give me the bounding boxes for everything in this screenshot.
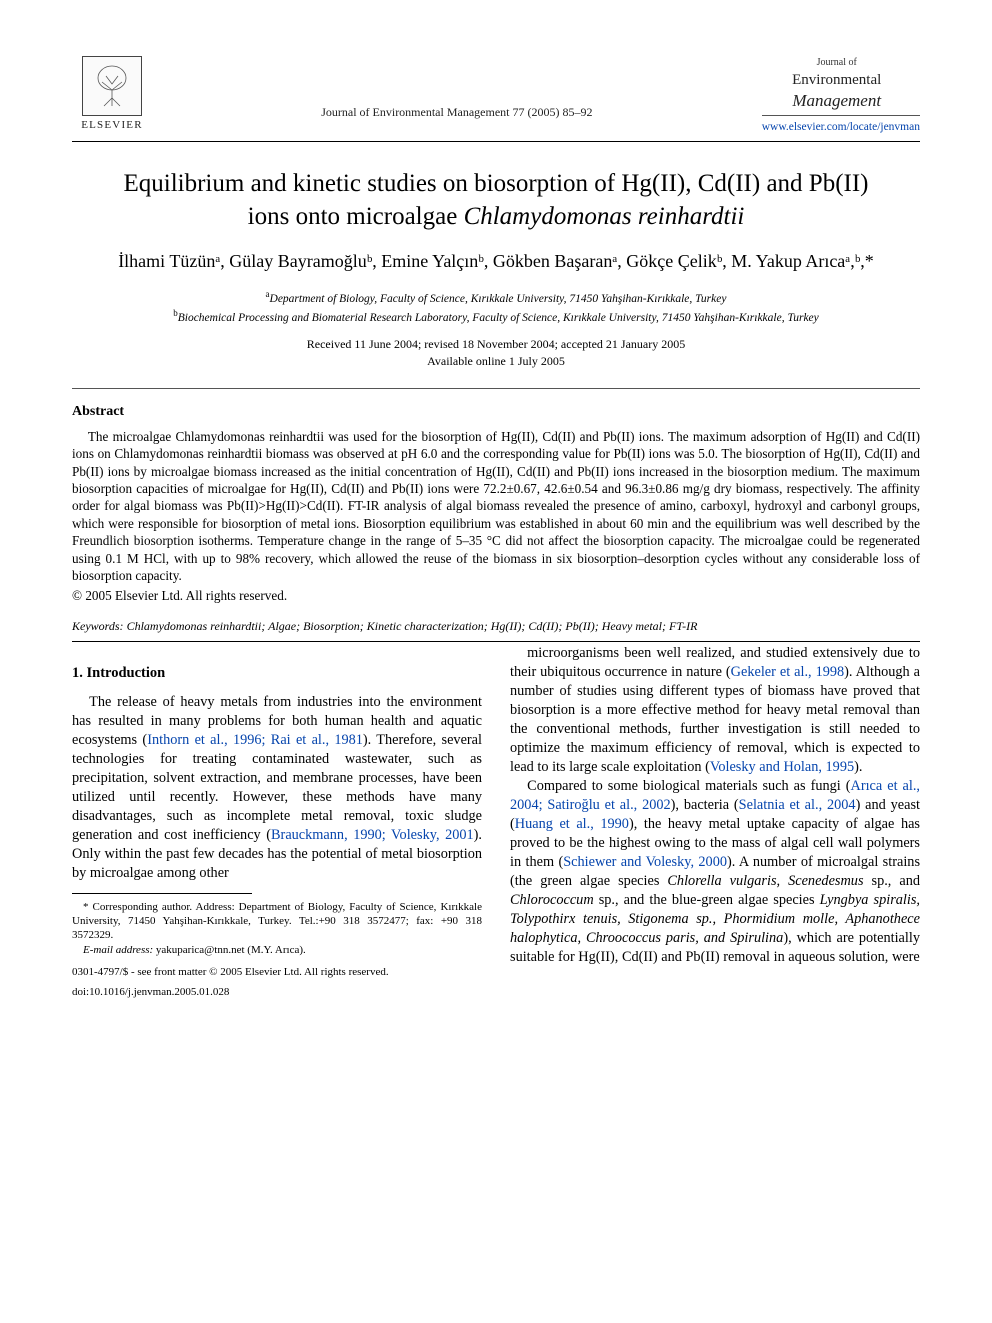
- journal-badge: Journal of Environmental Management: [762, 56, 912, 113]
- journal-line2: Environmental: [762, 70, 912, 90]
- author-list: İlhami Tüzünᵃ, Gülay Bayramoğluᵇ, Emine …: [112, 249, 880, 274]
- journal-badge-wrap: Journal of Environmental Management www.…: [762, 56, 920, 135]
- issn-line: 0301-4797/$ - see front matter © 2005 El…: [72, 965, 482, 979]
- affiliation-a: aDepartment of Biology, Faculty of Scien…: [102, 288, 890, 307]
- ref-selatnia[interactable]: Selatnia et al., 2004: [739, 797, 856, 813]
- journal-line3: Management: [762, 90, 912, 113]
- online-line: Available online 1 July 2005: [72, 353, 920, 370]
- intro-para-1: The release of heavy metals from industr…: [72, 693, 482, 883]
- abstract-heading: Abstract: [72, 403, 920, 422]
- ref-brauckmann[interactable]: Brauckmann, 1990; Volesky, 2001: [271, 827, 474, 843]
- corresponding-footnote: * Corresponding author. Address: Departm…: [72, 893, 482, 1000]
- corresponding-author: * Corresponding author. Address: Departm…: [72, 900, 482, 943]
- section-1-heading: 1. Introduction: [72, 664, 482, 683]
- keywords-list: Chlamydomonas reinhardtii; Algae; Biosor…: [127, 619, 698, 633]
- elsevier-tree-icon: [82, 56, 142, 116]
- affiliation-b: bBiochemical Processing and Biomaterial …: [102, 307, 890, 326]
- title-species: Chlamydomonas reinhardtii: [464, 203, 745, 230]
- publisher-logo: ELSEVIER: [72, 56, 152, 133]
- intro-para-3: Compared to some biological materials su…: [510, 777, 920, 967]
- abstract-body: The microalgae Chlamydomonas reinhardtii…: [72, 428, 920, 585]
- ref-gekeler[interactable]: Gekeler et al., 1998: [731, 664, 845, 680]
- affiliations: aDepartment of Biology, Faculty of Scien…: [102, 288, 890, 326]
- keywords-label: Keywords:: [72, 619, 124, 633]
- journal-url-link[interactable]: www.elsevier.com/locate/jenvman: [762, 120, 920, 136]
- publisher-name: ELSEVIER: [81, 118, 143, 133]
- body-columns: 1. Introduction The release of heavy met…: [72, 644, 920, 1000]
- article-dates: Received 11 June 2004; revised 18 Novemb…: [72, 336, 920, 370]
- intro-para-2: microorganisms been well realized, and s…: [510, 644, 920, 777]
- ref-volesky-holan[interactable]: Volesky and Holan, 1995: [710, 759, 854, 775]
- ref-schiewer[interactable]: Schiewer and Volesky, 2000: [563, 854, 727, 870]
- abstract-copyright: © 2005 Elsevier Ltd. All rights reserved…: [72, 587, 920, 605]
- doi-line: doi:10.1016/j.jenvman.2005.01.028: [72, 985, 482, 999]
- page-header: ELSEVIER Journal of Environmental Manage…: [72, 56, 920, 135]
- article-title: Equilibrium and kinetic studies on bioso…: [112, 168, 880, 233]
- keywords: Keywords: Chlamydomonas reinhardtii; Alg…: [72, 618, 920, 634]
- ref-huang[interactable]: Huang et al., 1990: [515, 816, 629, 832]
- corresponding-email: E-mail address: yakuparica@tnn.net (M.Y.…: [72, 943, 482, 957]
- citation-line: Journal of Environmental Management 77 (…: [152, 56, 762, 120]
- journal-line1: Journal of: [762, 56, 912, 70]
- ref-inthorn[interactable]: Inthorn et al., 1996; Rai et al., 1981: [147, 732, 363, 748]
- received-line: Received 11 June 2004; revised 18 Novemb…: [72, 336, 920, 353]
